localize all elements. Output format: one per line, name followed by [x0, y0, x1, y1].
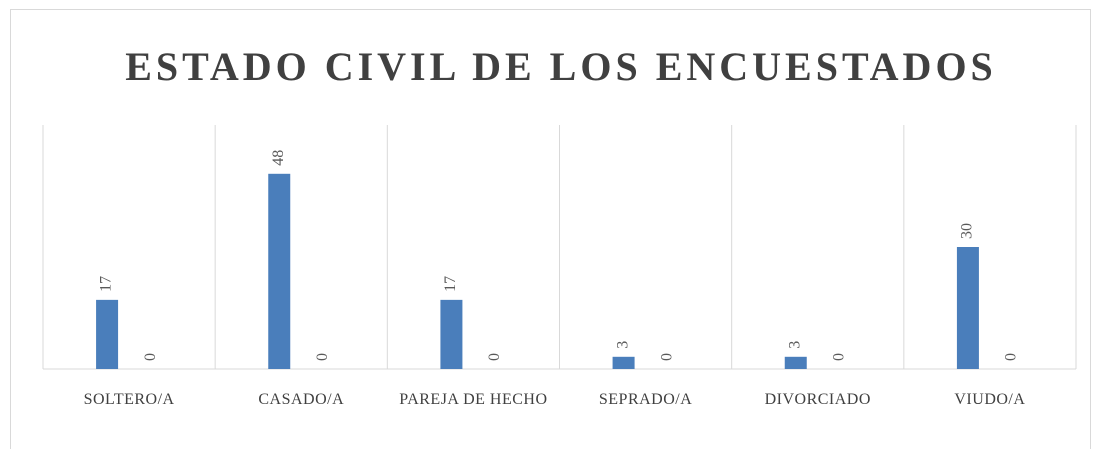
x-tick-label: VIUDO/A [954, 391, 1026, 408]
bar [956, 247, 979, 369]
bar [784, 356, 807, 369]
data-label: 0 [142, 353, 159, 361]
bar [268, 173, 291, 369]
data-label: 0 [1003, 353, 1020, 361]
x-tick-label: SOLTERO/A [83, 391, 175, 408]
data-label: 0 [658, 353, 675, 361]
chart-title: ESTADO CIVIL DE LOS ENCUESTADOS [125, 44, 997, 89]
x-tick-label: CASADO/A [258, 391, 345, 408]
bar [612, 356, 635, 369]
data-label: 3 [614, 341, 631, 349]
x-tick-label: PAREJA DE HECHO [399, 391, 548, 408]
chart-border [10, 9, 1091, 449]
data-label: 17 [98, 276, 115, 292]
data-label: 48 [270, 150, 287, 166]
data-label: 30 [959, 223, 976, 239]
data-label: 3 [786, 341, 803, 349]
bar [440, 299, 463, 369]
x-tick-label: DIVORCIADO [764, 391, 871, 408]
data-label: 0 [486, 353, 503, 361]
data-label: 0 [314, 353, 331, 361]
data-label: 0 [830, 353, 847, 361]
x-tick-label: SEPRADO/A [598, 391, 693, 408]
data-label: 17 [442, 276, 459, 292]
bar [96, 299, 119, 369]
